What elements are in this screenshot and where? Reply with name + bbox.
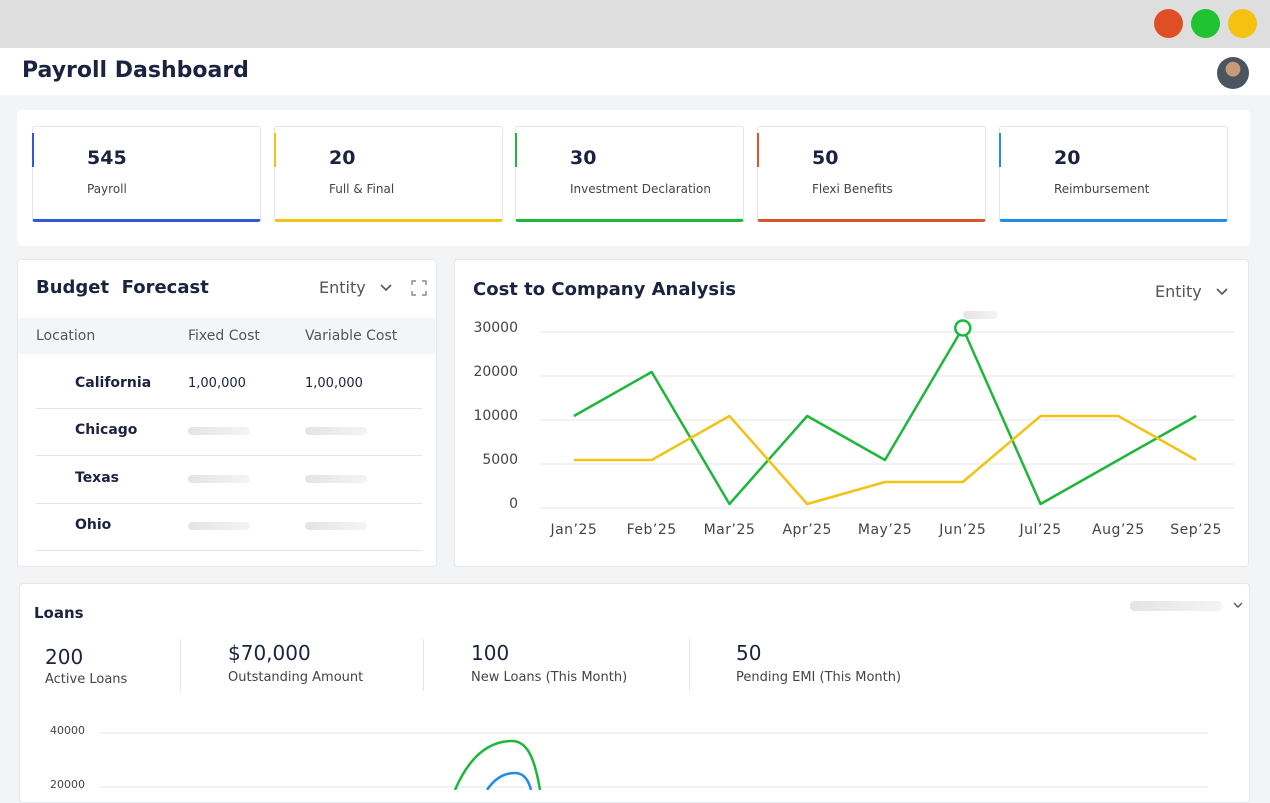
max-button[interactable] bbox=[1191, 9, 1220, 38]
loan-value: $70,000 bbox=[228, 641, 311, 665]
cost-skeleton bbox=[305, 427, 367, 436]
budget-title: Budget Forecast bbox=[36, 277, 209, 298]
page-title: Payroll Dashboard bbox=[22, 58, 249, 83]
location-name: Ohio bbox=[75, 516, 112, 533]
y-tick-label: 5000 bbox=[482, 452, 518, 468]
table-header bbox=[18, 318, 436, 354]
row-divider bbox=[36, 455, 422, 457]
cost-skeleton bbox=[188, 521, 250, 530]
ctc-panel: Cost to Company Analysis Entity bbox=[454, 259, 1249, 567]
stat-value: 20 bbox=[1054, 147, 1081, 169]
y-tick-label: 20000 bbox=[473, 364, 518, 380]
y-tick-label: 40000 bbox=[50, 724, 85, 737]
accent bbox=[757, 133, 759, 167]
cost-value: 1,00,000 bbox=[188, 376, 246, 391]
location-name: Chicago bbox=[75, 422, 138, 439]
column-header: Location bbox=[36, 328, 96, 344]
stat-card: 20 Full & Final bbox=[274, 126, 503, 222]
y-tick-label: 10000 bbox=[473, 408, 518, 424]
accent bbox=[274, 133, 276, 167]
stat-label: Payroll bbox=[87, 182, 127, 196]
y-tick-label: 30000 bbox=[473, 320, 518, 336]
ctc-title: Cost to Company Analysis bbox=[473, 279, 736, 300]
x-tick-label: Jan’25 bbox=[549, 522, 597, 538]
dropdown-label: Entity bbox=[319, 278, 366, 297]
column-header: Variable Cost bbox=[305, 328, 398, 344]
loan-label: Outstanding Amount bbox=[228, 670, 364, 685]
divider bbox=[689, 639, 690, 691]
header: Payroll Dashboard bbox=[0, 48, 1270, 95]
loan-value: 100 bbox=[471, 641, 510, 665]
stat-label: Flexi Benefits bbox=[812, 182, 893, 196]
loan-label: Pending EMI (This Month) bbox=[736, 670, 902, 685]
divider bbox=[423, 639, 424, 691]
x-tick-label: Mar’25 bbox=[704, 522, 756, 538]
stat-card: 20 Reimbursement bbox=[999, 126, 1228, 222]
location-name: Texas bbox=[75, 469, 119, 486]
x-tick-label: Jul’25 bbox=[1018, 522, 1061, 538]
cost-skeleton bbox=[188, 474, 250, 483]
expand-icon[interactable] bbox=[411, 280, 427, 296]
x-tick-label: Aug’25 bbox=[1092, 522, 1145, 538]
loans-title: Loans bbox=[34, 604, 84, 622]
entity-dropdown[interactable]: Entity bbox=[319, 278, 393, 297]
stat-value: 50 bbox=[812, 147, 839, 169]
avatar[interactable] bbox=[1217, 57, 1249, 89]
accent bbox=[515, 133, 517, 167]
chevron bbox=[1233, 602, 1243, 608]
loan-label: New Loans (This Month) bbox=[471, 670, 628, 685]
row-divider bbox=[36, 549, 422, 551]
series-line bbox=[573, 326, 1197, 506]
loan-label: Active Loans bbox=[45, 672, 128, 687]
row-divider bbox=[36, 502, 422, 504]
cost-skeleton bbox=[188, 427, 250, 436]
dropdown-skeleton[interactable] bbox=[1130, 601, 1222, 611]
x-tick-label: Sep’25 bbox=[1170, 522, 1222, 538]
loans-panel: Loans 200 Active Loans $70,000 Outstanding … bbox=[19, 583, 1250, 803]
accent bbox=[32, 133, 34, 167]
stat-card: 30 Investment Declaration bbox=[515, 126, 744, 222]
y-tick-label: 0 bbox=[509, 496, 518, 512]
chevron bbox=[380, 284, 392, 292]
accent bbox=[999, 133, 1001, 167]
x-tick-label: Apr’25 bbox=[782, 522, 831, 538]
stat-card: 545 Payroll bbox=[32, 126, 261, 222]
x-tick-label: May’25 bbox=[858, 522, 912, 538]
min-button[interactable] bbox=[1228, 9, 1257, 38]
stat-value: 20 bbox=[329, 147, 356, 169]
loan-value: 50 bbox=[736, 641, 762, 665]
row-divider bbox=[36, 408, 422, 409]
stat-value: 30 bbox=[570, 147, 597, 169]
entity-dropdown[interactable]: Entity bbox=[1155, 282, 1229, 301]
cost-value: 1,00,000 bbox=[305, 376, 363, 391]
window-bar bbox=[0, 0, 1270, 48]
loan-curve bbox=[485, 771, 533, 790]
dropdown-label: Entity bbox=[1155, 282, 1202, 301]
chevron bbox=[1216, 288, 1228, 296]
highlight-point bbox=[954, 319, 972, 337]
y-tick-label: 20000 bbox=[50, 778, 85, 790]
stat-label: Investment Declaration bbox=[570, 182, 711, 196]
close-button[interactable] bbox=[1154, 9, 1183, 38]
divider bbox=[180, 639, 181, 691]
loan-curve bbox=[453, 739, 542, 790]
budget-panel: Budget Forecast Entity Location Fixed Cos… bbox=[17, 259, 437, 567]
stat-value: 545 bbox=[87, 147, 127, 169]
location-name: California bbox=[75, 375, 152, 391]
cost-skeleton bbox=[305, 474, 367, 483]
x-tick-label: Jun’25 bbox=[938, 522, 986, 538]
tooltip-skeleton bbox=[963, 311, 998, 319]
loan-value: 200 bbox=[45, 645, 84, 669]
cost-skeleton bbox=[305, 521, 367, 530]
x-tick-label: Feb’25 bbox=[627, 522, 677, 538]
column-header: Fixed Cost bbox=[188, 328, 260, 344]
series-line bbox=[573, 414, 1197, 506]
stat-card: 50 Flexi Benefits bbox=[757, 126, 986, 222]
stat-label: Reimbursement bbox=[1054, 182, 1150, 196]
stat-label: Full & Final bbox=[329, 182, 395, 196]
